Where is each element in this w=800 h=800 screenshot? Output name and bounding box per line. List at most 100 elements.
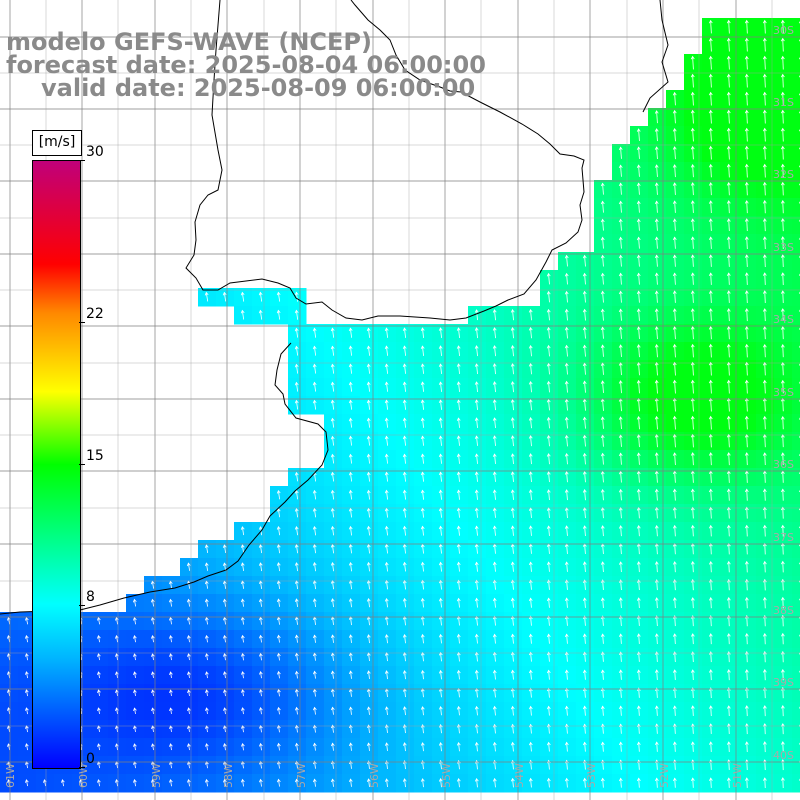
wind-arrow bbox=[762, 705, 767, 717]
wind-arrow bbox=[726, 379, 731, 394]
wind-arrow bbox=[636, 506, 641, 519]
wind-cell bbox=[792, 450, 800, 469]
wind-arrow bbox=[654, 615, 659, 627]
wind-arrow bbox=[762, 236, 767, 250]
wind-arrow bbox=[726, 55, 731, 70]
wind-arrow bbox=[618, 687, 623, 698]
wind-arrow bbox=[600, 254, 605, 267]
wind-cell bbox=[792, 504, 800, 523]
wind-arrow bbox=[420, 399, 425, 410]
colorbar-tick bbox=[79, 767, 85, 768]
wind-arrow bbox=[762, 218, 767, 232]
wind-arrow bbox=[690, 290, 695, 303]
wind-arrow bbox=[600, 651, 605, 662]
wind-arrow bbox=[510, 525, 515, 536]
wind-arrow bbox=[600, 416, 605, 429]
wind-arrow bbox=[294, 760, 299, 769]
wind-arrow bbox=[312, 670, 317, 679]
wind-arrow bbox=[366, 742, 371, 751]
wind-arrow bbox=[474, 669, 479, 680]
wind-arrow bbox=[384, 579, 389, 590]
wind-arrow bbox=[582, 290, 587, 303]
wind-arrow bbox=[600, 579, 605, 590]
wind-arrow bbox=[402, 345, 407, 356]
wind-arrow bbox=[780, 632, 785, 645]
wind-arrow bbox=[762, 578, 767, 591]
wind-arrow bbox=[744, 596, 749, 609]
wind-arrow bbox=[474, 687, 479, 698]
wind-arrow bbox=[223, 653, 227, 661]
longitude-label: 60W bbox=[77, 763, 90, 788]
wind-arrow bbox=[618, 326, 623, 339]
wind-arrow bbox=[672, 651, 677, 663]
wind-arrow bbox=[690, 777, 695, 788]
wind-arrow bbox=[312, 778, 317, 787]
wind-arrow bbox=[618, 777, 623, 788]
wind-arrow bbox=[744, 343, 749, 358]
wind-arrow bbox=[259, 707, 263, 715]
wind-arrow bbox=[151, 707, 155, 714]
wind-arrow bbox=[241, 671, 245, 679]
wind-arrow bbox=[492, 309, 497, 321]
wind-arrow bbox=[510, 579, 515, 590]
wind-arrow bbox=[762, 37, 767, 52]
wind-arrow bbox=[402, 778, 407, 788]
wind-arrow bbox=[384, 507, 389, 518]
wind-arrow bbox=[654, 146, 659, 160]
longitude-label: 58W bbox=[222, 763, 235, 788]
wind-cell bbox=[792, 360, 800, 379]
wind-arrow bbox=[456, 453, 461, 464]
wind-arrow bbox=[564, 633, 569, 644]
wind-arrow bbox=[636, 218, 641, 231]
wind-arrow bbox=[600, 308, 605, 321]
wind-arrow bbox=[636, 741, 641, 752]
wind-arrow bbox=[528, 597, 533, 608]
wind-arrow bbox=[456, 489, 461, 500]
wind-arrow bbox=[115, 743, 119, 751]
wind-arrow bbox=[348, 580, 353, 590]
wind-arrow bbox=[259, 689, 263, 697]
wind-arrow bbox=[384, 778, 389, 788]
wind-arrow bbox=[726, 415, 731, 430]
wind-arrow bbox=[510, 633, 515, 644]
wind-arrow bbox=[402, 742, 407, 752]
wind-arrow bbox=[582, 380, 587, 393]
wind-arrow bbox=[600, 705, 605, 716]
wind-arrow bbox=[205, 653, 209, 661]
wind-arrow bbox=[348, 724, 353, 733]
wind-arrow bbox=[672, 597, 677, 609]
wind-arrow bbox=[186, 616, 191, 625]
wind-arrow bbox=[564, 290, 569, 303]
colorbar-unit-label: [m/s] bbox=[32, 130, 82, 156]
wind-arrow bbox=[546, 308, 551, 321]
wind-arrow bbox=[762, 200, 767, 214]
wind-arrow bbox=[654, 379, 659, 394]
wind-arrow bbox=[564, 687, 569, 698]
wind-arrow bbox=[384, 399, 389, 410]
wind-arrow bbox=[187, 743, 191, 751]
wind-arrow bbox=[438, 778, 443, 788]
wind-arrow bbox=[672, 361, 677, 376]
wind-arrow bbox=[564, 362, 569, 375]
wind-arrow bbox=[654, 579, 659, 591]
wind-arrow bbox=[366, 435, 371, 446]
wind-cell bbox=[792, 162, 800, 181]
wind-arrow bbox=[600, 326, 605, 339]
wind-arrow bbox=[294, 670, 299, 679]
wind-arrow bbox=[204, 580, 209, 589]
wind-arrow bbox=[744, 379, 749, 394]
wind-arrow bbox=[762, 127, 767, 142]
wind-arrow bbox=[600, 218, 605, 231]
wind-arrow bbox=[528, 344, 533, 357]
wind-arrow bbox=[330, 543, 335, 554]
wind-arrow bbox=[618, 597, 623, 608]
wind-arrow bbox=[546, 579, 551, 590]
wind-arrow bbox=[708, 200, 713, 214]
wind-arrow bbox=[258, 562, 263, 572]
wind-arrow bbox=[168, 598, 173, 607]
wind-arrow bbox=[348, 543, 353, 554]
wind-arrow bbox=[582, 452, 587, 465]
wind-arrow bbox=[618, 470, 623, 483]
wind-arrow bbox=[762, 308, 767, 322]
wind-arrow bbox=[708, 91, 713, 106]
